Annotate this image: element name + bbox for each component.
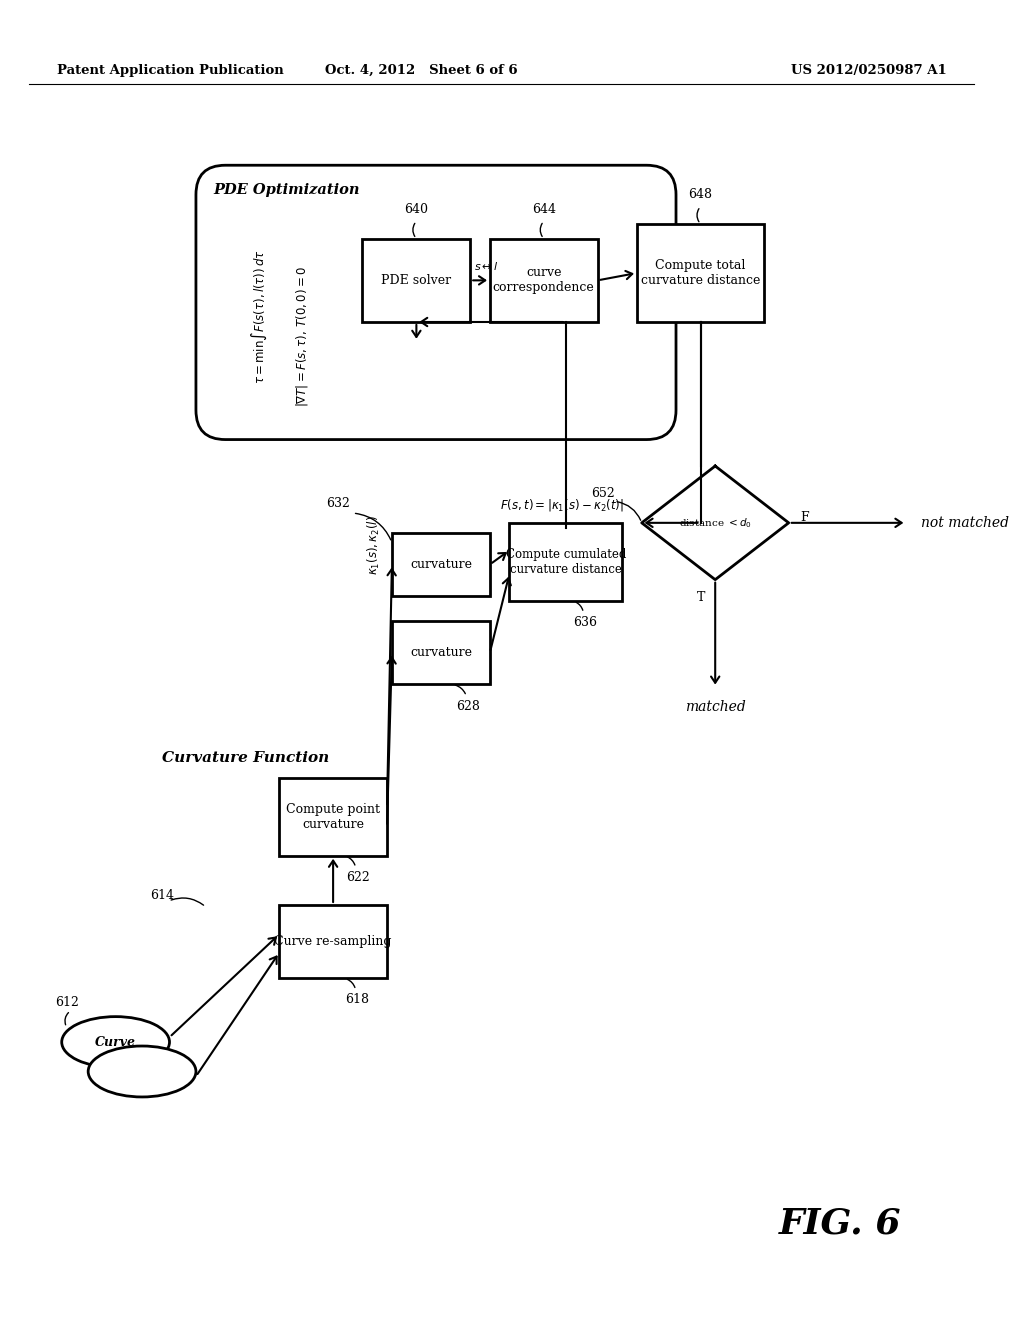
- Polygon shape: [642, 466, 788, 579]
- Text: 614: 614: [150, 888, 174, 902]
- Text: $\tau = \min\int F(s(\tau), l(\tau))\,d\tau$: $\tau = \min\int F(s(\tau), l(\tau))\,d\…: [250, 249, 269, 384]
- Text: $|\nabla T| = F(s,\tau),\,T(0,0) = 0$: $|\nabla T| = F(s,\tau),\,T(0,0) = 0$: [294, 267, 310, 407]
- Text: Curve re-sampling: Curve re-sampling: [274, 935, 392, 948]
- Text: curvature: curvature: [410, 647, 472, 659]
- FancyBboxPatch shape: [510, 523, 623, 601]
- Text: 612: 612: [54, 997, 79, 1010]
- Text: Curve: Curve: [122, 1065, 163, 1078]
- FancyBboxPatch shape: [392, 533, 489, 597]
- Text: $s \leftrightarrow l$: $s \leftrightarrow l$: [474, 260, 499, 272]
- Text: not matched: not matched: [921, 516, 1009, 529]
- Text: Compute total
curvature distance: Compute total curvature distance: [641, 259, 760, 286]
- FancyBboxPatch shape: [280, 777, 387, 855]
- Text: FIG. 6: FIG. 6: [779, 1206, 901, 1241]
- Text: 628: 628: [457, 700, 480, 713]
- Text: curve
correspondence: curve correspondence: [493, 267, 595, 294]
- FancyBboxPatch shape: [489, 239, 598, 322]
- Text: Compute cumulated
curvature distance: Compute cumulated curvature distance: [506, 548, 626, 576]
- FancyBboxPatch shape: [280, 906, 387, 978]
- Text: PDE solver: PDE solver: [381, 273, 452, 286]
- FancyBboxPatch shape: [362, 239, 470, 322]
- Text: 636: 636: [573, 616, 597, 630]
- Text: Patent Application Publication: Patent Application Publication: [56, 63, 284, 77]
- Text: 648: 648: [688, 189, 713, 201]
- FancyBboxPatch shape: [196, 165, 676, 440]
- Text: 618: 618: [346, 994, 370, 1006]
- Ellipse shape: [61, 1016, 170, 1068]
- FancyBboxPatch shape: [392, 620, 489, 685]
- Text: Curve: Curve: [95, 1036, 136, 1048]
- Text: matched: matched: [685, 700, 745, 714]
- Text: $\kappa_1(s), \kappa_2(l)$: $\kappa_1(s), \kappa_2(l)$: [366, 515, 382, 574]
- Text: curvature: curvature: [410, 558, 472, 572]
- Text: 622: 622: [346, 871, 370, 884]
- FancyBboxPatch shape: [637, 224, 764, 322]
- Text: F: F: [801, 511, 809, 524]
- Text: $F(s,t) = |\kappa_1(s) - \kappa_2(t)|$: $F(s,t) = |\kappa_1(s) - \kappa_2(t)|$: [500, 498, 624, 513]
- Text: 644: 644: [531, 203, 556, 216]
- Text: distance $< d_0$: distance $< d_0$: [679, 516, 752, 529]
- Text: 632: 632: [326, 496, 350, 510]
- Text: US 2012/0250987 A1: US 2012/0250987 A1: [791, 63, 946, 77]
- Text: T: T: [697, 591, 706, 603]
- Text: 640: 640: [404, 203, 428, 216]
- Text: Curvature Function: Curvature Function: [162, 751, 329, 766]
- Text: Compute point
curvature: Compute point curvature: [286, 803, 380, 830]
- Text: PDE Optimization: PDE Optimization: [214, 182, 360, 197]
- Text: 652: 652: [591, 487, 614, 500]
- Ellipse shape: [88, 1045, 196, 1097]
- Text: Oct. 4, 2012   Sheet 6 of 6: Oct. 4, 2012 Sheet 6 of 6: [325, 63, 517, 77]
